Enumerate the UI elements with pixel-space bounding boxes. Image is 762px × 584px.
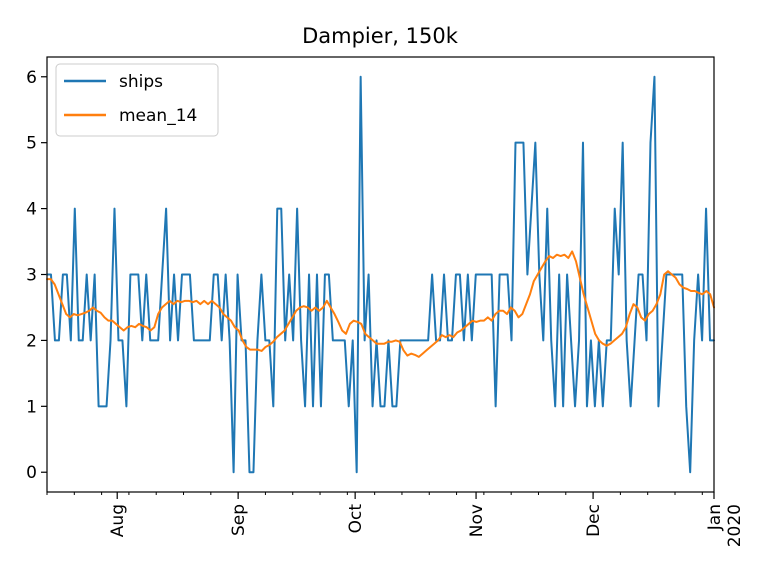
- series-line-mean-14: [46, 250, 715, 358]
- plot-frame: [46, 56, 715, 493]
- y-tick-label: 3: [26, 266, 37, 286]
- x-tick-label: Sep: [229, 504, 249, 536]
- x-axis: Aug Sep Oct Nov Dec Jan 2020: [46, 492, 745, 547]
- x-tick-label: 2020: [725, 504, 745, 547]
- legend-label-ships: ships: [119, 72, 163, 92]
- y-tick-label: 0: [26, 463, 37, 483]
- chart-title: Dampier, 150k: [302, 24, 459, 48]
- x-tick-label: Dec: [584, 504, 604, 537]
- y-axis: 0 1 2 3 4 5 6: [26, 68, 47, 483]
- x-tick-label: Oct: [346, 504, 366, 534]
- y-tick-label: 2: [26, 331, 37, 351]
- y-tick-label: 1: [26, 397, 37, 417]
- x-tick-label: Aug: [108, 504, 128, 537]
- y-tick-label: 4: [26, 200, 37, 220]
- legend: ships mean_14: [55, 63, 219, 137]
- plot-series: [46, 75, 715, 474]
- y-tick-label: 5: [26, 134, 37, 154]
- y-tick-label: 6: [26, 68, 37, 88]
- x-tick-label: Nov: [467, 504, 487, 537]
- legend-label-mean-14: mean_14: [119, 106, 197, 126]
- x-tick-label: Jan: [705, 504, 725, 531]
- series-line-ships: [46, 75, 715, 474]
